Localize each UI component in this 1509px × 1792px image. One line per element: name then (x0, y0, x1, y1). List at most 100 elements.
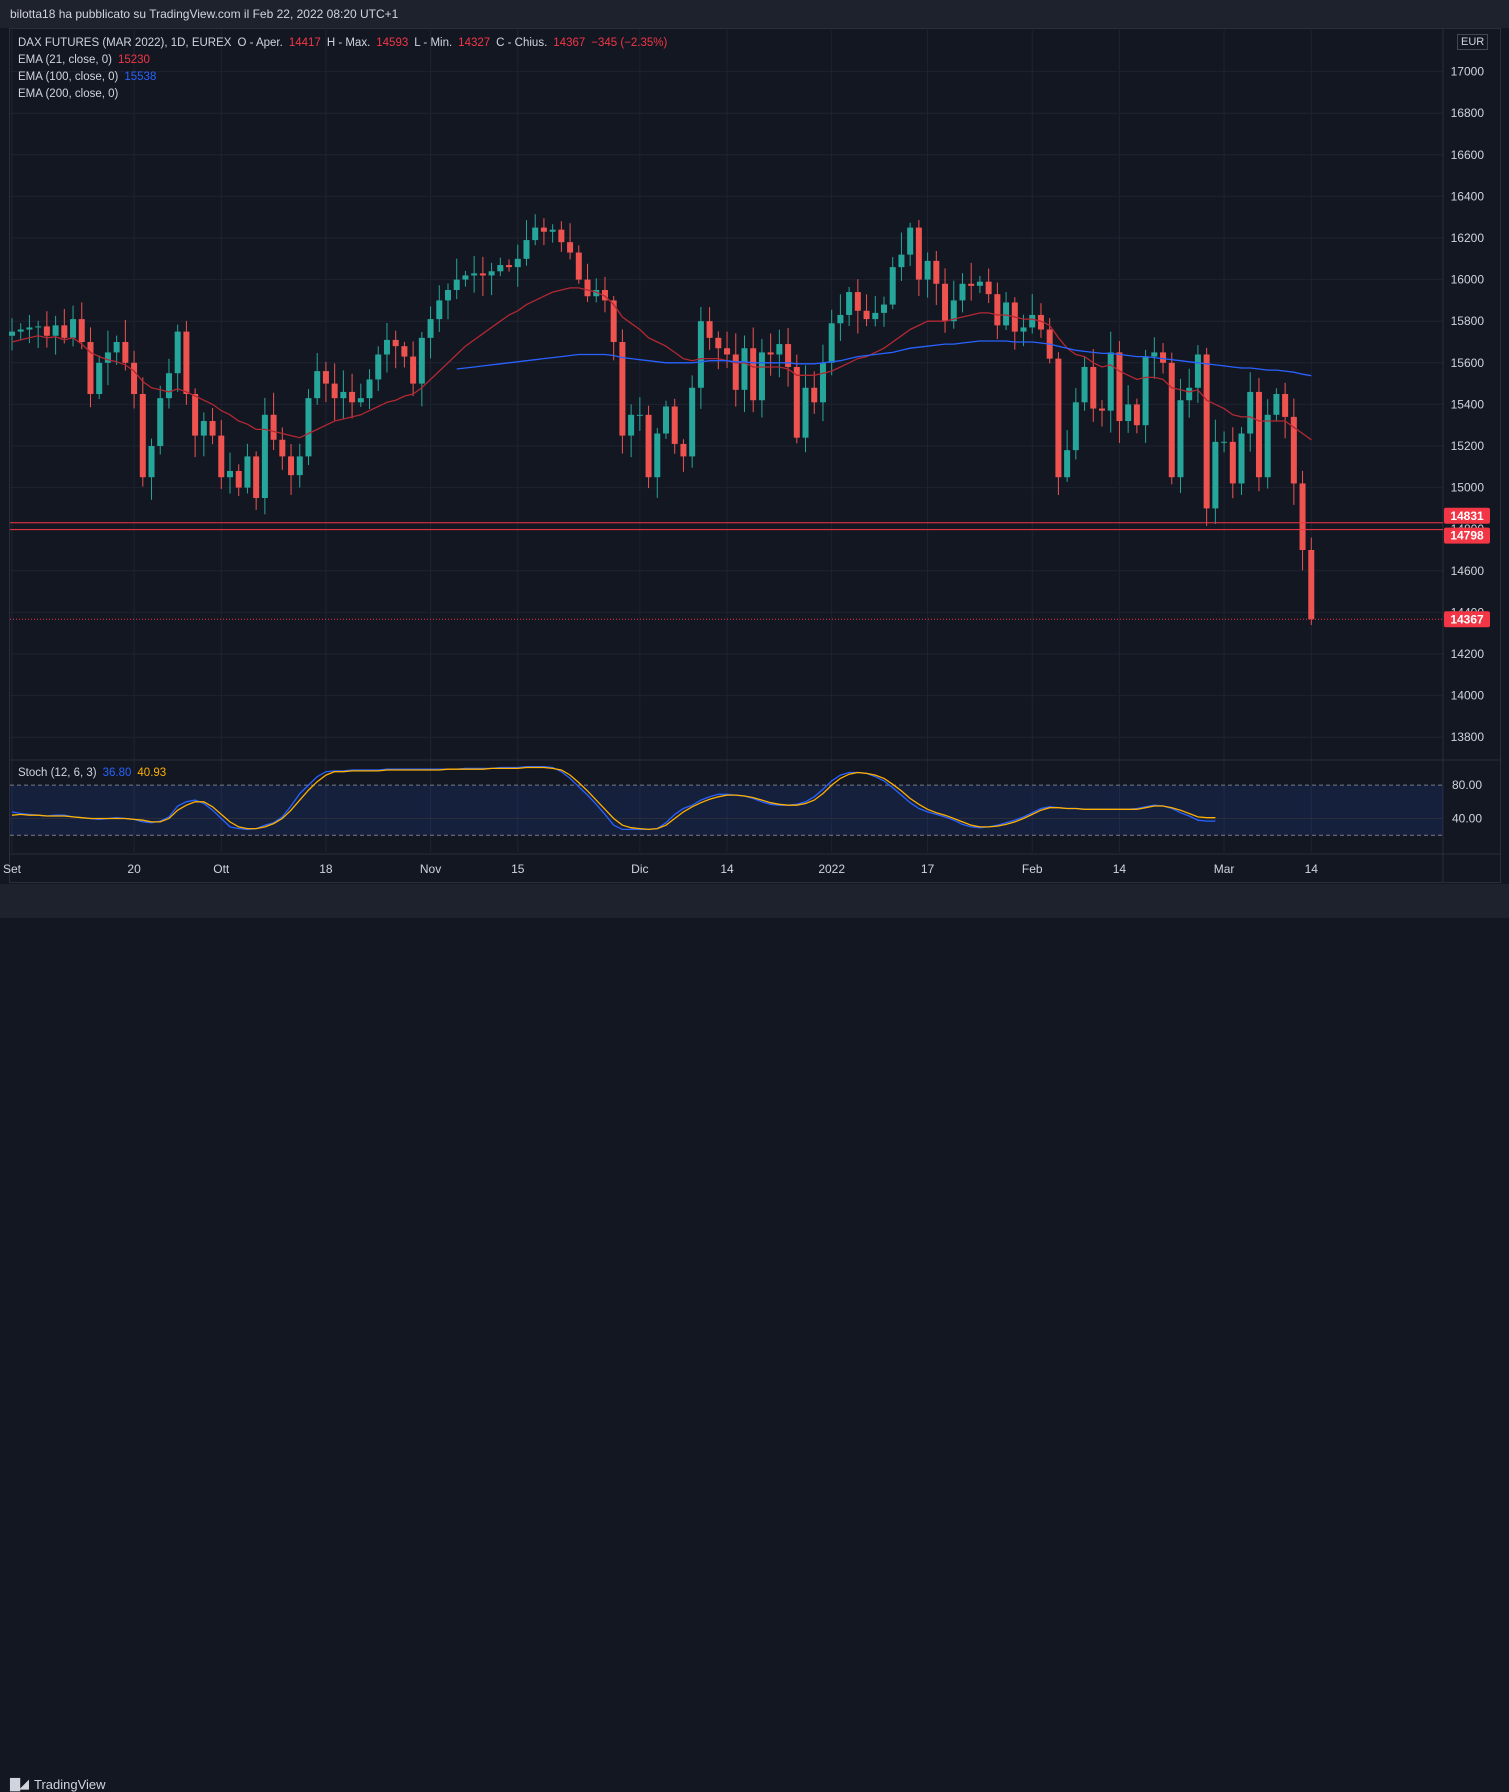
tradingview-logo[interactable]: ▇◢ TradingView (10, 1776, 106, 1792)
candle-body (732, 354, 739, 390)
high-label: H - Max. (326, 37, 371, 49)
candle-body (846, 292, 853, 315)
candle-body (968, 283, 975, 286)
candle-body (261, 414, 268, 498)
candle-body (436, 300, 443, 320)
candle-body (1003, 302, 1010, 326)
candle-body (288, 456, 295, 476)
candle-body (959, 283, 966, 301)
candle-body (1247, 391, 1254, 434)
candle-body (793, 366, 800, 438)
ema21-line (11, 287, 1312, 441)
candle-body (410, 356, 417, 384)
candle-body (532, 227, 539, 241)
candle-body (802, 387, 809, 438)
candle-body (340, 391, 347, 399)
candle-body (1290, 416, 1297, 484)
ema21-value: 15230 (117, 54, 150, 66)
candle-body (35, 326, 42, 328)
ema100-label[interactable]: EMA (100, close, 0) (18, 71, 119, 83)
candle-body (619, 342, 626, 436)
currency-button[interactable]: EUR (1457, 34, 1489, 50)
candle-body (680, 443, 687, 457)
stoch-k-line (11, 766, 1216, 831)
candle-body (549, 229, 556, 232)
candle-body (1282, 394, 1289, 417)
candle-body (915, 227, 922, 280)
y-tick-label: 16200 (1451, 231, 1485, 245)
candle-body (1186, 387, 1193, 401)
y-tick-label: 15600 (1451, 356, 1485, 370)
candle-body (1221, 441, 1228, 443)
candle-body (270, 414, 277, 440)
candle-body (837, 314, 844, 324)
candle-body (1160, 352, 1167, 363)
ema21-label[interactable]: EMA (21, close, 0) (18, 54, 112, 66)
candle-body (314, 371, 321, 399)
candle-body (253, 456, 260, 498)
candle-body (671, 406, 678, 444)
candle-body (1029, 314, 1036, 328)
candle-body (558, 229, 565, 243)
candle-body (881, 304, 887, 313)
brand-label: TradingView (34, 1776, 106, 1792)
candle-body (209, 421, 216, 436)
candle-body (1081, 366, 1088, 403)
ema100-value: 15538 (124, 71, 157, 83)
x-tick-label: Mar (1214, 862, 1235, 876)
top-bar: bilotta18 ha pubblicato su TradingView.c… (0, 0, 1509, 28)
candle-body (200, 421, 207, 436)
candle-body (131, 362, 138, 394)
candle-body (418, 337, 425, 384)
candle-body (898, 254, 905, 268)
candle-body (645, 414, 652, 478)
candle-body (1099, 408, 1105, 411)
candle-body (1116, 352, 1123, 422)
price-tag (1444, 527, 1490, 544)
candle-body (854, 292, 861, 311)
candle-body (1194, 354, 1201, 388)
candle-body (148, 446, 155, 478)
candle-body (165, 373, 172, 399)
candle-body (1255, 391, 1262, 478)
y-tick-label: 15400 (1451, 397, 1485, 411)
stoch-label[interactable]: Stoch (12, 6, 3) (18, 767, 97, 779)
candle-body (933, 260, 940, 284)
symbol-label[interactable]: DAX FUTURES (MAR 2022), 1D, EUREX (18, 37, 232, 49)
candle-body (96, 362, 103, 394)
low-label: L - Min. (414, 37, 453, 49)
candle-body (976, 281, 983, 286)
y-tick-label: 15200 (1451, 439, 1485, 453)
candle-body (322, 371, 329, 384)
chart-legend: DAX FUTURES (MAR 2022), 1D, EUREX O - Ap… (18, 35, 667, 103)
candle-body (950, 300, 957, 322)
candle-body (1308, 550, 1315, 620)
candle-body (863, 310, 870, 320)
x-tick-label: Ott (213, 862, 230, 876)
candlestick-chart[interactable]: 1380014000142001440014600148001500015200… (0, 0, 1509, 918)
bottom-bar: ▇◢ TradingView (0, 884, 1509, 1792)
candle-body (113, 342, 120, 353)
chart-area[interactable] (9, 28, 1501, 883)
price-tag-label: 14798 (1450, 529, 1484, 543)
candle-body (227, 470, 233, 478)
candle-body (741, 348, 748, 390)
close-value: 14367 (553, 37, 586, 49)
candle-body (689, 387, 696, 457)
candle-body (157, 398, 164, 446)
candle-body (43, 326, 50, 336)
candle-body (445, 290, 451, 301)
candle-body (1133, 404, 1140, 426)
candle-body (9, 331, 15, 336)
candle-body (61, 325, 68, 338)
stoch-tick-label: 80.00 (1452, 778, 1482, 792)
candle-body (715, 337, 722, 349)
candle-body (567, 242, 574, 253)
open-label: O - Aper. (237, 37, 283, 49)
ema200-label[interactable]: EMA (200, close, 0) (18, 88, 119, 100)
candle-body (244, 456, 251, 488)
x-tick-label: Nov (420, 862, 441, 876)
candle-body (1299, 483, 1306, 550)
candle-body (1238, 433, 1245, 484)
candle-body (1107, 352, 1114, 411)
